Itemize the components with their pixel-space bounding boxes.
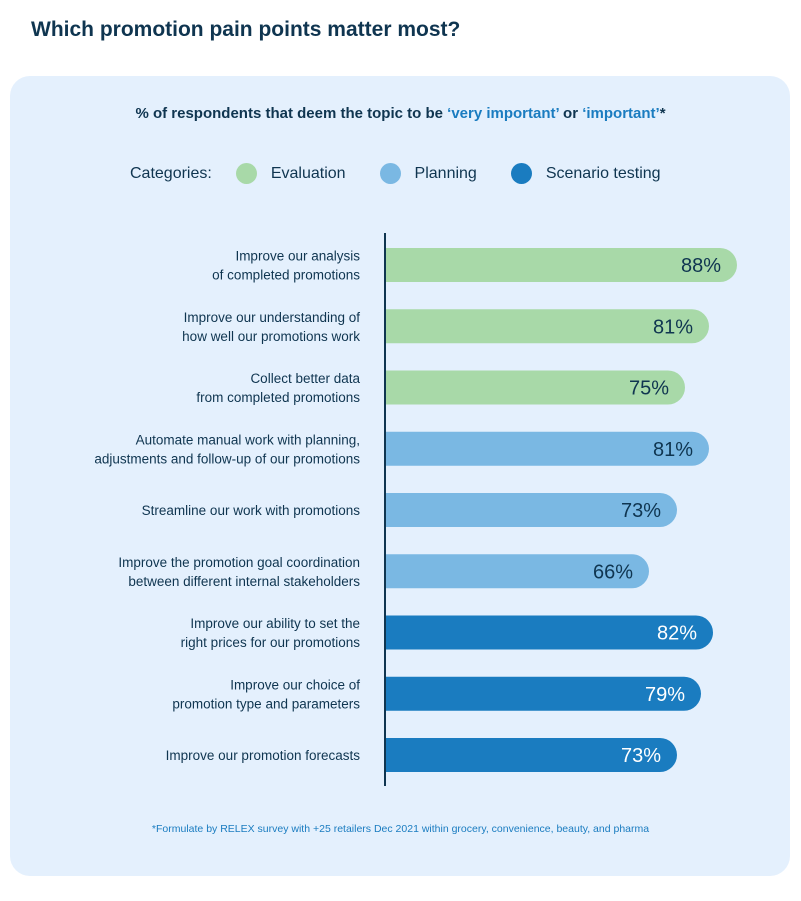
legend-text: Evaluation xyxy=(270,164,346,182)
legend-text: Planning xyxy=(414,164,477,182)
bar xyxy=(385,493,677,527)
category-label: of completed promotions xyxy=(212,268,360,283)
category-label: right prices for our promotions xyxy=(181,635,361,650)
bar xyxy=(385,615,713,650)
legend-dot-scenario-testing xyxy=(510,163,532,184)
bar xyxy=(385,309,709,344)
bar xyxy=(385,248,737,282)
subtitle-highlight-important: ‘important’ xyxy=(582,105,660,122)
legend-text: Scenario testing xyxy=(545,164,661,182)
footnote: *Formulate by RELEX survey with +25 reta… xyxy=(151,823,650,835)
value-label: 88% xyxy=(681,255,721,277)
value-label: 75% xyxy=(629,378,669,400)
category-label: adjustments and follow-up of our promoti… xyxy=(94,451,360,466)
value-label: 73% xyxy=(621,500,661,522)
subtitle-text: % of respondents that deem the topic to … xyxy=(135,105,448,122)
page-title: Which promotion pain points matter most? xyxy=(31,18,461,41)
bar xyxy=(385,554,649,589)
category-label: Collect better data xyxy=(250,371,360,386)
value-label: 73% xyxy=(621,745,661,767)
legend-item-scenario-testing: Scenario testing xyxy=(510,163,661,184)
value-label: 81% xyxy=(653,316,693,338)
chart-subtitle: % of respondents that deem the topic to … xyxy=(0,105,801,122)
legend-item-planning: Planning xyxy=(379,163,477,184)
legend-dot-evaluation xyxy=(235,163,257,184)
legend-item-evaluation: Evaluation xyxy=(235,163,346,184)
category-label: from completed promotions xyxy=(196,390,360,405)
bar xyxy=(385,676,701,711)
legend: Categories: Evaluation Planning Scenario… xyxy=(130,163,695,184)
value-label: 81% xyxy=(653,439,693,461)
subtitle-asterisk: * xyxy=(659,105,666,122)
category-label: how well our promotions work xyxy=(182,329,360,344)
value-label: 82% xyxy=(657,623,697,645)
category-label: Automate manual work with planning, xyxy=(136,432,360,447)
subtitle-or: or xyxy=(558,105,583,122)
category-label: Improve our ability to set the xyxy=(190,616,360,631)
category-label: Improve our choice of xyxy=(230,677,360,692)
legend-label: Categories: xyxy=(130,164,212,182)
category-label: promotion type and parameters xyxy=(172,696,360,711)
category-label: Improve our analysis xyxy=(235,249,360,264)
value-label: 66% xyxy=(593,561,633,583)
category-label: Improve our understanding of xyxy=(184,310,361,325)
category-label: Improve the promotion goal coordination xyxy=(118,555,360,570)
bar xyxy=(385,370,685,405)
value-label: 79% xyxy=(645,684,685,706)
subtitle-highlight-very-important: ‘very important’ xyxy=(447,105,559,122)
bar xyxy=(385,431,709,466)
legend-dot-planning xyxy=(379,163,401,184)
bar xyxy=(385,738,677,772)
category-label: between different internal stakeholders xyxy=(128,574,360,589)
category-label: Streamline our work with promotions xyxy=(142,503,361,518)
category-label: Improve our promotion forecasts xyxy=(166,748,361,763)
